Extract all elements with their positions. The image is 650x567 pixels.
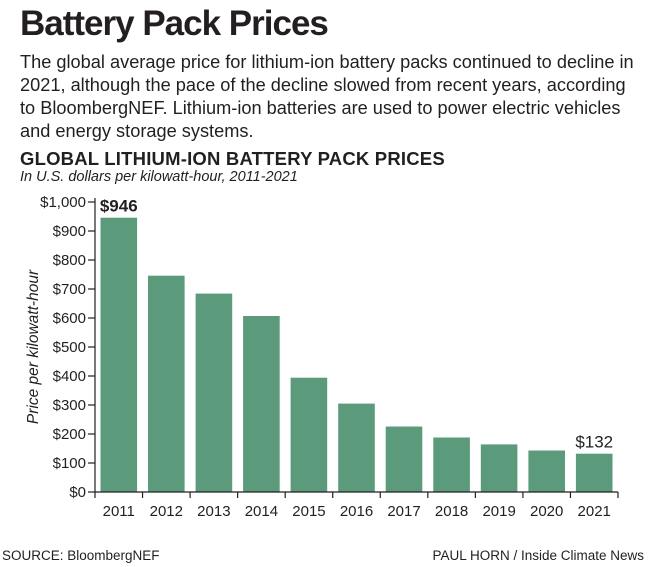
bar-2014 — [243, 316, 280, 492]
x-axis-ticks: 2011 2012 2013 2014 2015 2016 2017 2018 2019 2020… — [94, 492, 619, 520]
y-tick-label: $1,000 — [40, 194, 86, 211]
x-tick-label: 2020 — [530, 503, 563, 520]
bar-2012 — [148, 275, 185, 492]
x-tick-label: 2016 — [340, 503, 373, 520]
source-note: SOURCE: BloombergNEF — [2, 548, 160, 563]
x-tick-label: 2019 — [482, 503, 515, 520]
chart-title: GLOBAL LITHIUM-ION BATTERY PACK PRICES — [20, 148, 445, 169]
bar-2021 — [575, 453, 613, 492]
bars-group — [100, 217, 613, 492]
bar-2018 — [433, 437, 470, 492]
y-tick-label: $600 — [53, 310, 86, 327]
bar-2017 — [385, 426, 423, 492]
x-tick-label: 2013 — [197, 503, 230, 520]
credit-note: PAUL HORN / Inside Climate News — [432, 548, 644, 563]
bar-2011 — [100, 217, 138, 492]
x-tick-label: 2015 — [292, 503, 325, 520]
data-labels: $946 $132 — [100, 197, 613, 452]
bar-2013 — [195, 293, 233, 492]
page-title: Battery Pack Prices — [20, 4, 329, 43]
y-tick-label: $700 — [53, 281, 86, 298]
bar-2016 — [338, 403, 375, 492]
y-tick-label: $200 — [53, 426, 86, 443]
bar-2020 — [528, 450, 565, 492]
y-tick-label: $0 — [69, 484, 86, 501]
y-tick-label: $400 — [53, 368, 86, 385]
chart-subtitle: In U.S. dollars per kilowatt-hour, 2011-… — [20, 169, 298, 185]
y-axis-label: Price per kilowatt-hour — [25, 269, 42, 424]
x-tick-label: 2014 — [245, 503, 278, 520]
x-tick-label: 2012 — [150, 503, 183, 520]
x-tick-label: 2018 — [435, 503, 468, 520]
bar-2015 — [290, 377, 328, 492]
y-axis-ticks: $0 $100 $200 $300 $400 $500 $600 $700 $800 $900 $1… — [40, 194, 95, 501]
x-tick-label: 2017 — [387, 503, 420, 520]
data-label: $132 — [575, 433, 613, 452]
x-tick-label: 2021 — [578, 503, 611, 520]
description: The global average price for lithium-ion… — [20, 52, 634, 141]
x-tick-label: 2011 — [103, 503, 135, 520]
y-tick-label: $800 — [53, 252, 86, 269]
y-tick-label: $100 — [53, 455, 86, 472]
y-tick-label: $300 — [53, 397, 86, 414]
y-tick-label: $900 — [53, 223, 86, 240]
data-label: $946 — [100, 197, 138, 216]
y-tick-label: $500 — [53, 339, 86, 356]
bar-2019 — [480, 444, 518, 492]
